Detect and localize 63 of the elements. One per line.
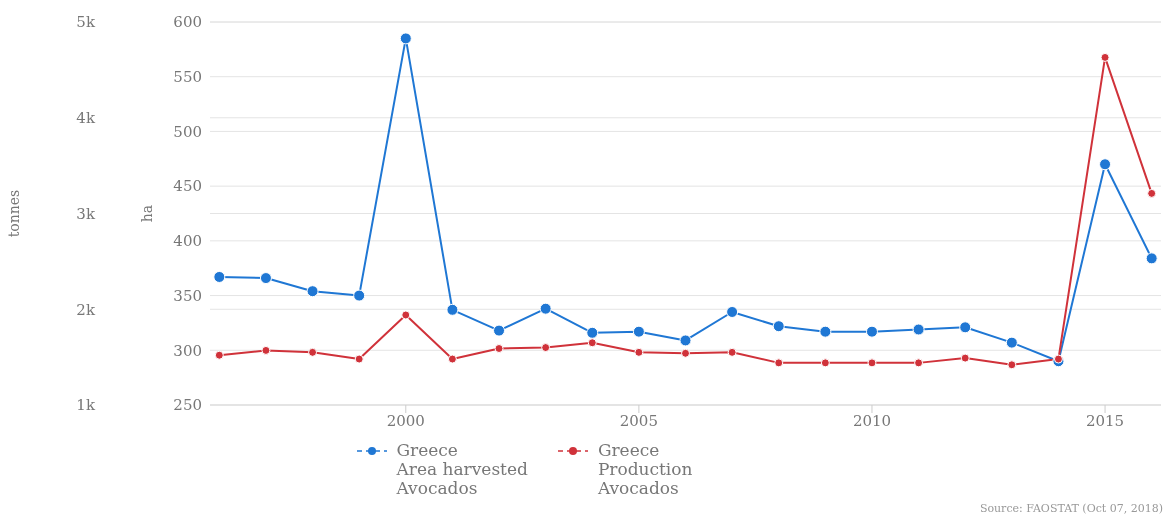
point bbox=[914, 358, 924, 368]
point bbox=[306, 285, 319, 298]
point bbox=[867, 358, 877, 368]
point bbox=[679, 334, 692, 347]
point bbox=[213, 270, 226, 283]
point bbox=[493, 324, 506, 337]
y-tick-label: 450 bbox=[173, 177, 202, 196]
point bbox=[494, 344, 504, 354]
y2-tick-label: 4k bbox=[76, 109, 96, 128]
point bbox=[1147, 188, 1157, 198]
point bbox=[587, 338, 597, 348]
y-tick-label: 500 bbox=[173, 122, 202, 141]
point bbox=[820, 358, 830, 368]
point bbox=[586, 326, 599, 339]
point bbox=[819, 325, 832, 338]
point bbox=[308, 347, 318, 357]
point bbox=[259, 272, 272, 285]
point bbox=[214, 350, 224, 360]
y-tick-label: 250 bbox=[173, 396, 202, 415]
y2-tick-label: 3k bbox=[76, 204, 96, 223]
point bbox=[772, 320, 785, 333]
y2-axis-title: tonnes bbox=[5, 189, 22, 238]
point bbox=[959, 321, 972, 334]
y-tick-label: 550 bbox=[173, 68, 202, 87]
legend-label: Greece Area harvested Avocados bbox=[396, 440, 528, 498]
point bbox=[727, 347, 737, 357]
point bbox=[1053, 354, 1063, 364]
point bbox=[634, 347, 644, 357]
point bbox=[1005, 336, 1018, 349]
x-tick-label: 2010 bbox=[852, 411, 892, 430]
point bbox=[353, 289, 366, 302]
x-tick-label: 2000 bbox=[386, 411, 425, 430]
point bbox=[446, 303, 459, 316]
point bbox=[960, 353, 970, 363]
point bbox=[541, 343, 551, 353]
source-note: Source: FAOSTAT (Oct 07, 2018) bbox=[979, 502, 1163, 515]
point bbox=[865, 325, 878, 338]
x-tick-label: 2005 bbox=[619, 411, 658, 430]
x-tick-label: 2015 bbox=[1085, 411, 1125, 430]
point bbox=[401, 310, 411, 320]
point bbox=[632, 325, 645, 338]
point bbox=[1145, 252, 1158, 265]
point bbox=[539, 302, 552, 315]
y-tick-label: 300 bbox=[173, 341, 202, 360]
point bbox=[681, 348, 690, 358]
point bbox=[354, 354, 364, 364]
point bbox=[1100, 52, 1110, 62]
y-tick-label: 600 bbox=[173, 13, 202, 32]
point bbox=[912, 323, 925, 336]
point bbox=[774, 358, 784, 368]
y2-tick-label: 1k bbox=[76, 396, 96, 415]
legend-label: Greece Production Avocados bbox=[597, 440, 693, 498]
y2-tick-label: 2k bbox=[76, 300, 96, 319]
y-axis-title: ha bbox=[138, 204, 155, 223]
y2-tick-label: 5k bbox=[76, 13, 96, 32]
point bbox=[399, 32, 412, 45]
point bbox=[447, 354, 457, 364]
point bbox=[1099, 158, 1112, 171]
point bbox=[261, 345, 271, 355]
y-tick-label: 350 bbox=[173, 286, 202, 305]
y-tick-label: 400 bbox=[173, 232, 202, 251]
point bbox=[1007, 360, 1017, 370]
point bbox=[726, 305, 739, 318]
